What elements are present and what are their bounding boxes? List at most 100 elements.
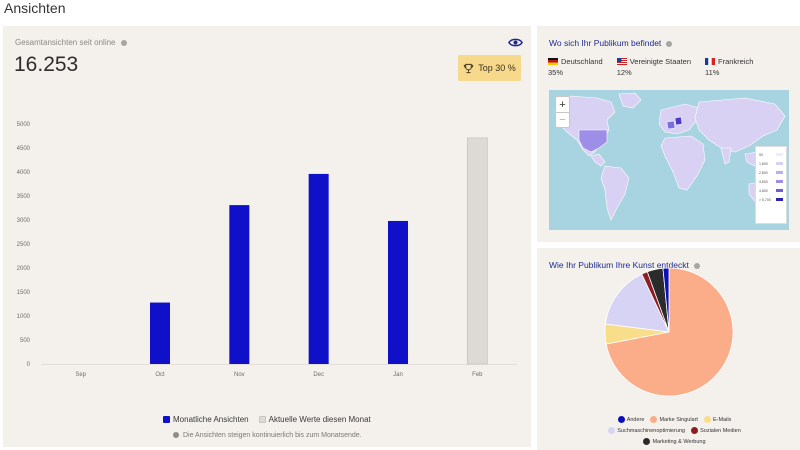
pie-legend-label: Suchmaschinenoptimierung — [617, 427, 686, 434]
us-flag-icon — [616, 58, 627, 65]
region-south-america — [600, 165, 630, 221]
y-tick-label: 4500 — [17, 146, 31, 152]
bar-monthly-views[interactable] — [229, 205, 250, 364]
map-legend-row: 1,800 — [759, 159, 783, 168]
map-legend-swatch — [776, 153, 783, 156]
pie-legend-swatch — [703, 416, 711, 423]
pie-slice[interactable] — [662, 267, 670, 333]
map-legend-value: 2,800 — [759, 170, 768, 175]
map-legend-value: 1,800 — [759, 161, 768, 166]
x-tick-label: Dec — [313, 372, 324, 378]
location-info-icon[interactable] — [666, 40, 673, 47]
region-france — [666, 120, 676, 130]
x-tick-label: Jan — [393, 372, 403, 378]
bar-monthly-views[interactable] — [388, 220, 408, 364]
map-legend-row: 3,800 — [759, 177, 783, 186]
top-percent-badge: Top 30 % — [458, 55, 521, 81]
map-legend-value: 3,800 — [759, 179, 768, 184]
region-germany — [674, 116, 683, 126]
discovery-pie-chart — [604, 267, 734, 397]
pie-slice[interactable] — [605, 267, 734, 397]
pie-legend-item[interactable]: Sozialen Medien — [691, 427, 741, 434]
x-tick-label: Nov — [234, 372, 245, 378]
discovery-title: Wie Ihr Publikum Ihre Kunst entdeckt — [549, 260, 700, 270]
views-panel: Gesamtansichten seit online 16.253 Top 3… — [3, 26, 531, 447]
y-tick-label: 1500 — [17, 290, 31, 296]
pie-legend-label: Marketing & Werbung — [652, 438, 706, 445]
chart-legend: Monatliche Ansichten Aktuelle Werte dies… — [163, 415, 371, 424]
map-zoom-controls: + − — [555, 96, 570, 128]
map-legend-value: 4,800 — [759, 188, 768, 193]
legend-item-monthly[interactable]: Monatliche Ansichten — [163, 415, 249, 424]
pie-legend-swatch — [617, 416, 625, 423]
map-legend-swatch — [776, 171, 783, 174]
info-icon[interactable] — [120, 39, 127, 46]
world-map[interactable]: + − 90 1,800 2,800 3,800 4,800 > 5,700 — [549, 90, 789, 230]
pie-legend-item[interactable]: Marke Singulart — [650, 416, 698, 423]
y-tick-label: 500 — [20, 338, 31, 344]
pie-legend-item[interactable]: E-Mails — [703, 416, 732, 423]
pie-legend-item[interactable]: Suchmaschinenoptimierung — [608, 427, 685, 434]
map-legend: 90 1,800 2,800 3,800 4,800 > 5,700 — [755, 146, 787, 224]
monthly-views-chart: 0 500 1000 1500 2000 2500 3000 3500 4000 4500 5000… — [17, 122, 517, 378]
region-greenland — [618, 92, 642, 109]
de-flag-icon — [548, 58, 558, 65]
legend-label-current: Aktuelle Werte diesen Monat — [268, 415, 371, 424]
y-tick-label: 0 — [27, 362, 31, 368]
world-map-svg — [554, 92, 786, 221]
bar-monthly-views[interactable] — [308, 173, 329, 364]
country-item: Frankreich 11% — [705, 57, 753, 77]
pie-legend-swatch — [650, 416, 658, 423]
pie-legend-item[interactable]: Andere — [617, 416, 644, 423]
chart-note: Die Ansichten steigen kontinuierlich bis… — [173, 432, 362, 439]
y-tick-label: 5000 — [17, 122, 31, 128]
map-legend-row: 90 — [759, 150, 783, 159]
pie-legend-label: Sozialen Medien — [700, 427, 741, 434]
map-legend-swatch — [776, 162, 783, 165]
y-tick-label: 4000 — [17, 170, 31, 176]
map-legend-row: > 5,700 — [759, 195, 783, 204]
country-name: Frankreich — [718, 57, 754, 66]
x-tick-label: Feb — [472, 372, 483, 378]
pie-legend-label: Marke Singulart — [659, 416, 698, 423]
pie-legend-swatch — [691, 427, 699, 434]
page-title: Ansichten — [4, 0, 66, 16]
map-legend-value: > 5,700 — [759, 197, 771, 202]
region-central-america — [590, 153, 606, 167]
country-item: Deutschland 35% — [548, 57, 603, 77]
x-tick-label: Oct — [155, 372, 165, 378]
chart-note-text: Die Ansichten steigen kontinuierlich bis… — [183, 432, 362, 439]
map-legend-swatch — [776, 189, 783, 192]
country-list: Deutschland 35% Vereinigte Staaten 12% F… — [548, 57, 753, 77]
zoom-in-button[interactable]: + — [559, 98, 566, 111]
country-share: 35% — [548, 68, 564, 77]
y-tick-label: 2000 — [17, 266, 31, 272]
bar-current-month[interactable] — [466, 137, 488, 365]
x-tick-label: Sep — [75, 372, 86, 378]
bar-monthly-views[interactable] — [150, 302, 170, 364]
location-title: Wo sich Ihr Publikum befindet — [549, 38, 673, 48]
map-legend-swatch — [776, 198, 783, 201]
y-tick-label: 1000 — [17, 314, 31, 320]
pie-legend-item[interactable]: Marketing & Werbung — [643, 438, 706, 445]
pie-legend-swatch — [608, 427, 616, 434]
map-legend-row: 4,800 — [759, 186, 783, 195]
trophy-icon — [464, 63, 474, 73]
eye-icon[interactable] — [508, 37, 523, 48]
pie-slice[interactable] — [605, 273, 670, 333]
location-title-text: Wo sich Ihr Publikum befindet — [549, 38, 662, 48]
map-legend-swatch — [776, 180, 783, 183]
legend-item-current[interactable]: Aktuelle Werte diesen Monat — [258, 415, 371, 424]
pie-legend-swatch — [643, 438, 651, 445]
audience-location-panel: Wo sich Ihr Publikum befindet Deutschlan… — [537, 26, 800, 242]
pie-legend: Andere Marke Singulart E-Mails Suchmaschine… — [597, 416, 752, 445]
country-share: 11% — [705, 68, 720, 77]
zoom-out-button[interactable]: − — [556, 112, 569, 127]
country-share: 12% — [616, 68, 632, 77]
discovery-info-icon[interactable] — [693, 262, 700, 269]
fr-flag-icon — [705, 58, 715, 65]
legend-swatch-monthly — [163, 416, 170, 424]
map-legend-value: 90 — [759, 152, 763, 157]
pie-legend-label: E-Mails — [712, 416, 732, 423]
region-asia — [694, 97, 786, 153]
